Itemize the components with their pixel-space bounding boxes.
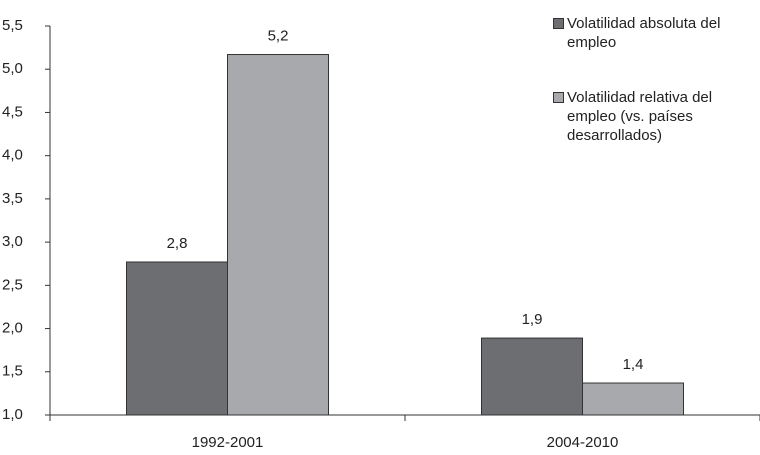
bar xyxy=(582,382,684,416)
y-tick-label: 5,5 xyxy=(2,17,23,34)
y-tick-label: 2,0 xyxy=(2,320,23,337)
y-tick-label: 4,5 xyxy=(2,103,23,120)
y-tick-label: 5,0 xyxy=(2,60,23,77)
x-tick-label: 2004-2010 xyxy=(547,434,619,451)
value-label: 2,8 xyxy=(167,235,188,252)
y-tick-label: 1,5 xyxy=(2,363,23,380)
bar xyxy=(227,54,329,416)
legend-label: Volatilidad absoluta del empleo xyxy=(567,15,721,51)
y-tick-label: 2,5 xyxy=(2,276,23,293)
y-tick-label: 4,0 xyxy=(2,147,23,164)
x-tick-label: 1992-2001 xyxy=(192,434,264,451)
value-label: 1,9 xyxy=(522,311,543,328)
legend-swatch xyxy=(553,18,564,29)
value-label: 5,2 xyxy=(268,27,289,44)
y-tick-label: 1,0 xyxy=(2,406,23,423)
value-label: 1,4 xyxy=(623,356,644,373)
legend-label: Volatilidad relativa del empleo (vs. paí… xyxy=(567,89,713,144)
legend-entry: Volatilidad relativa del empleo (vs. paí… xyxy=(553,88,760,145)
bar xyxy=(126,261,228,416)
bar xyxy=(481,337,583,416)
legend-swatch xyxy=(553,92,564,103)
legend-entry: Volatilidad absoluta del empleo xyxy=(553,14,742,52)
y-tick-label: 3,5 xyxy=(2,190,23,207)
y-tick-label: 3,0 xyxy=(2,233,23,250)
